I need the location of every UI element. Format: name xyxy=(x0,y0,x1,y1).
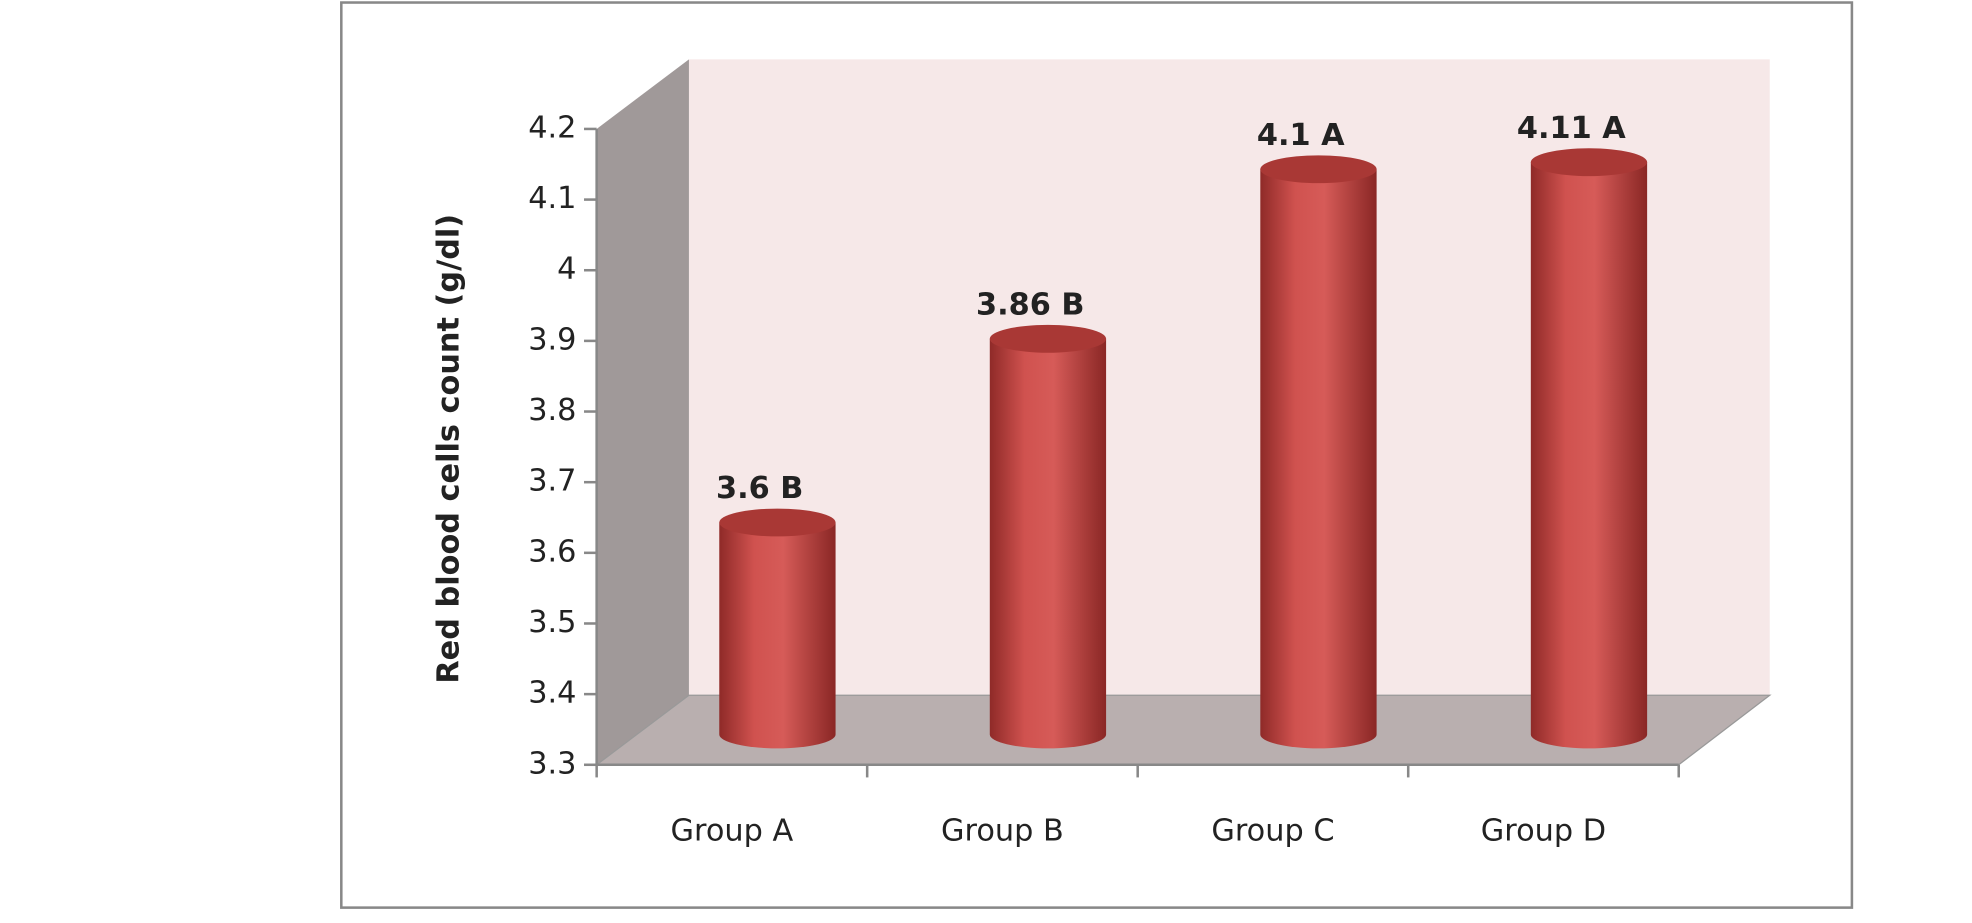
y-tick-label: 3.5 xyxy=(528,605,576,640)
y-tick-label: 3.3 xyxy=(528,746,576,781)
y-tick-label: 4 xyxy=(557,252,576,287)
data-label: 4.11 A xyxy=(1517,111,1626,146)
y-tick-label: 4.1 xyxy=(528,181,576,216)
cylinder-top xyxy=(1530,148,1648,177)
y-tick-label: 3.6 xyxy=(528,534,576,569)
cylinder-body xyxy=(989,338,1107,749)
data-label: 3.6 B xyxy=(716,471,803,506)
cylinder-top xyxy=(1260,155,1377,184)
cylinder-body xyxy=(1530,162,1648,749)
x-tick-label: Group A xyxy=(671,813,794,848)
side-wall xyxy=(596,59,689,765)
back-wall xyxy=(688,59,1770,696)
y-tick-label: 3.4 xyxy=(528,676,576,711)
x-tick-label: Group B xyxy=(941,813,1064,848)
cylinder-body xyxy=(719,522,836,749)
y-tick-label: 3.9 xyxy=(528,322,576,357)
cylinder-top xyxy=(719,508,836,537)
x-tick-label: Group D xyxy=(1481,813,1606,848)
y-axis-label: Red blood cells count (g/dl) xyxy=(432,214,467,684)
cylinder-top xyxy=(989,324,1107,353)
cylinder-body xyxy=(1260,169,1377,749)
y-tick-label: 3.8 xyxy=(528,393,576,428)
y-tick-label: 4.2 xyxy=(528,110,576,145)
data-label: 4.1 A xyxy=(1257,118,1345,153)
data-label: 3.86 B xyxy=(976,287,1085,322)
x-tick-label: Group C xyxy=(1211,813,1334,848)
y-tick-label: 3.7 xyxy=(528,464,576,499)
